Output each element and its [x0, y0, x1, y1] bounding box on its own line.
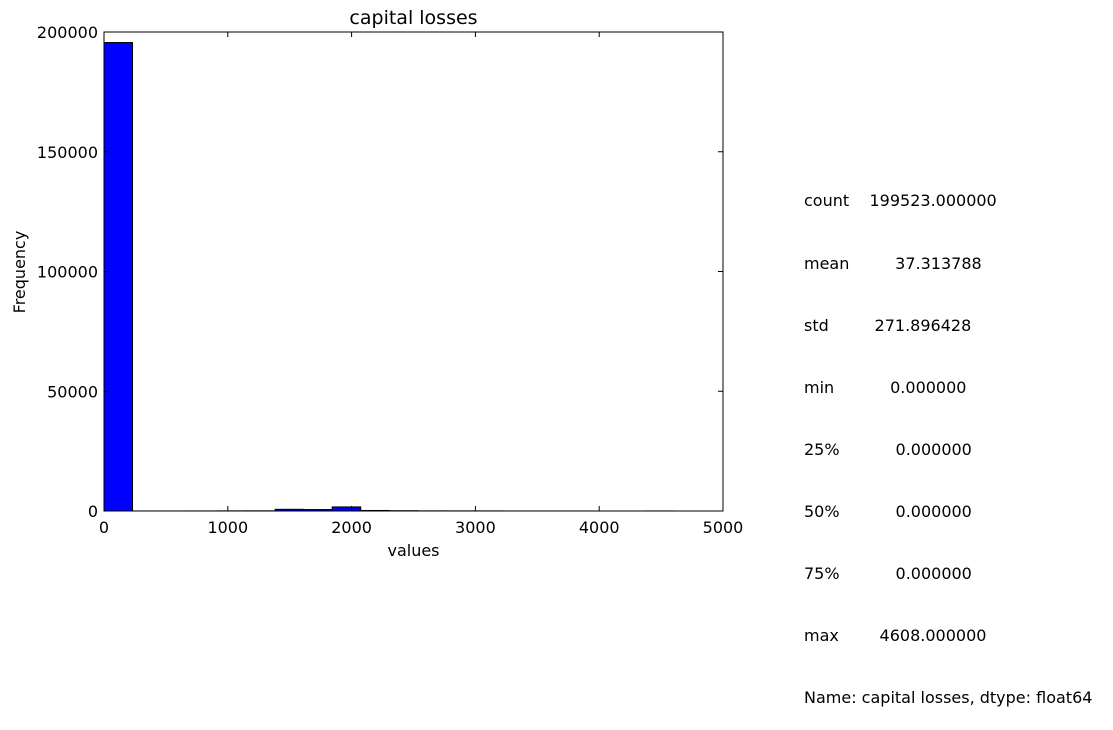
stats-line-mean: mean 37.313788: [804, 254, 1092, 275]
stats-line-std: std 271.896428: [804, 316, 1092, 337]
y-tick-label: 150000: [37, 143, 98, 162]
stats-line-count: count 199523.000000: [804, 191, 1092, 212]
stats-line-max: max 4608.000000: [804, 626, 1092, 647]
histogram-bar: [104, 43, 133, 511]
histogram-bar: [332, 507, 361, 511]
x-tick-label: 0: [99, 518, 109, 537]
y-tick-label: 0: [88, 502, 98, 521]
x-tick-label: 5000: [703, 518, 744, 537]
stats-line-name: Name: capital losses, dtype: float64: [804, 688, 1092, 709]
x-axis-label: values: [387, 541, 439, 560]
describe-stats-block: count 199523.000000 mean 37.313788 std 2…: [804, 150, 1092, 730]
y-axis-label: Frequency: [10, 231, 29, 314]
y-tick-label: 50000: [47, 382, 98, 401]
stats-line-50pct: 50% 0.000000: [804, 502, 1092, 523]
stats-line-75pct: 75% 0.000000: [804, 564, 1092, 585]
stats-line-min: min 0.000000: [804, 378, 1092, 399]
y-tick-label: 200000: [37, 23, 98, 42]
x-tick-label: 2000: [331, 518, 372, 537]
x-tick-label: 4000: [579, 518, 620, 537]
x-tick-label: 3000: [455, 518, 496, 537]
histogram-bars: [104, 43, 674, 511]
x-tick-label: 1000: [207, 518, 248, 537]
chart-title: capital losses: [349, 7, 477, 29]
y-tick-label: 100000: [37, 263, 98, 282]
plot-frame: [104, 32, 723, 511]
stats-line-25pct: 25% 0.000000: [804, 440, 1092, 461]
